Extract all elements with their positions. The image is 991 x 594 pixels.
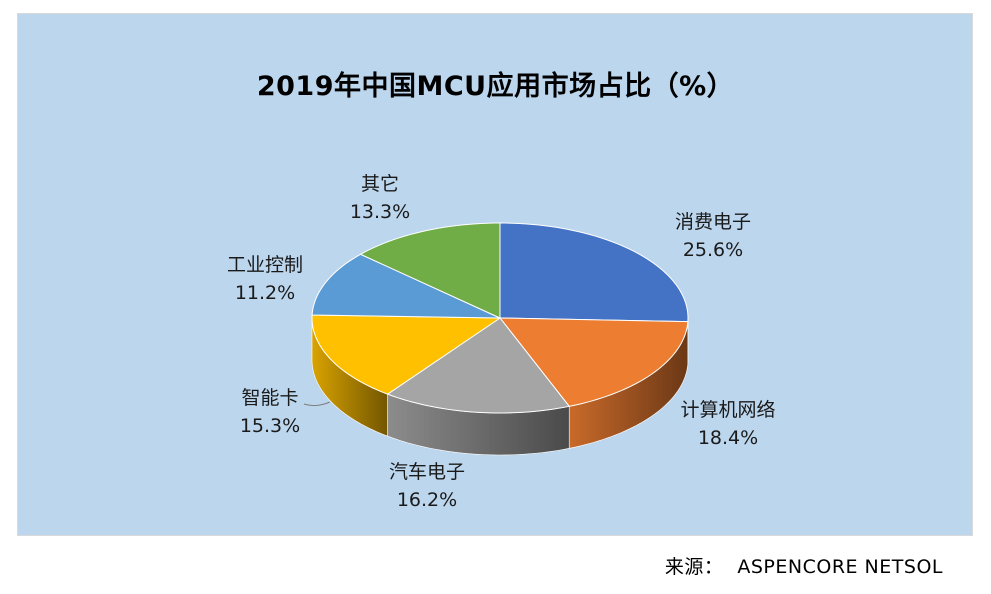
slice-label-consumer: 消费电子 25.6%	[675, 208, 751, 264]
slice-name: 汽车电子	[388, 461, 466, 483]
slice-industrial	[311, 253, 501, 319]
slice-auto	[386, 317, 571, 414]
slice-name: 其它	[360, 173, 400, 195]
slice-other	[359, 222, 501, 319]
slice-name: 消费电子	[674, 211, 752, 233]
slice-value: 25.6%	[682, 239, 744, 261]
slice-consumer	[499, 222, 689, 323]
chart-title: 2019年中国MCU应用市场占比（%）	[256, 71, 735, 102]
slice-value: 16.2%	[396, 489, 458, 511]
slice-name: 工业控制	[226, 254, 304, 276]
source-value: ASPENCORE NETSOL	[737, 556, 943, 578]
source-note: 来源： ASPENCORE NETSOL	[665, 552, 957, 579]
slice-name: 智能卡	[241, 387, 299, 409]
slice-name: 计算机网络	[680, 399, 776, 421]
slice-value: 18.4%	[697, 427, 759, 449]
slice-label-auto: 汽车电子 16.2%	[389, 458, 465, 514]
leader-line-smartcard	[303, 401, 331, 407]
slice-value: 15.3%	[239, 415, 301, 437]
slice-smartcard	[311, 314, 502, 395]
slice-value: 11.2%	[234, 282, 296, 304]
slice-label-industrial: 工业控制 11.2%	[227, 251, 303, 307]
slice-label-smartcard: 智能卡 15.3%	[240, 384, 300, 440]
slice-network	[498, 317, 689, 407]
slice-label-network: 计算机网络 18.4%	[680, 396, 775, 452]
slice-label-other: 其它 13.3%	[350, 170, 410, 226]
source-label: 来源：	[664, 556, 724, 578]
slice-value: 13.3%	[349, 201, 411, 223]
